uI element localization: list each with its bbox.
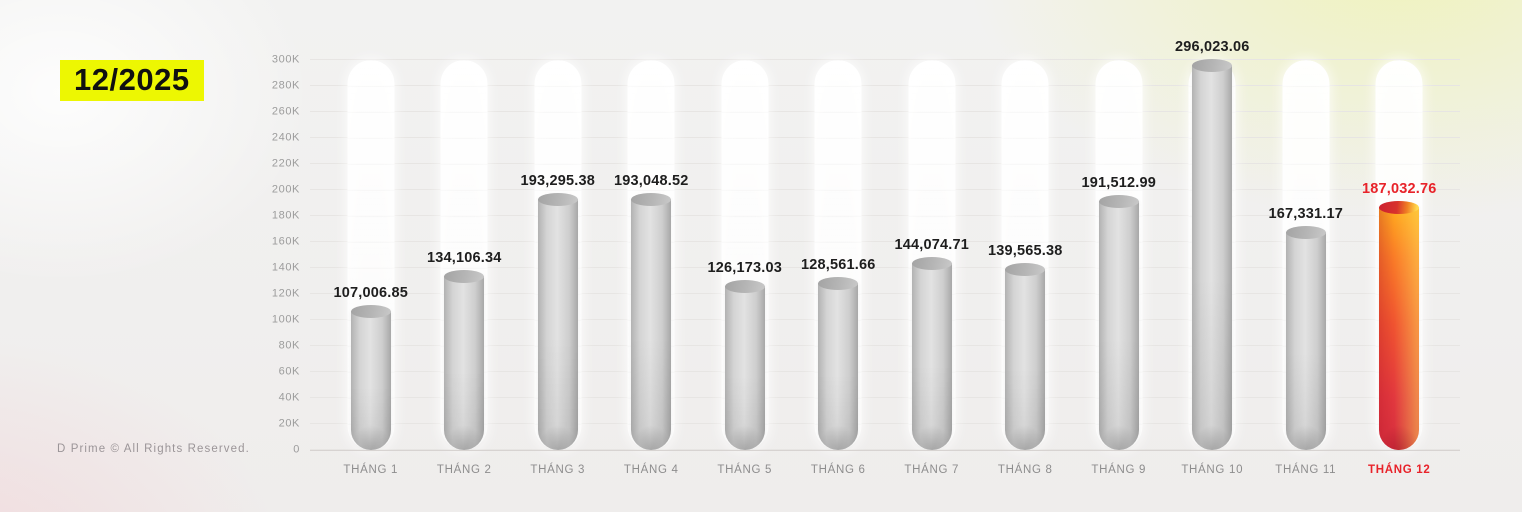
bar-columns: 107,006.85 THÁNG 1 134,106.34 THÁNG 2 19…	[324, 39, 1447, 476]
gridline	[310, 111, 1460, 112]
chart-column: 193,295.38 THÁNG 3	[511, 60, 605, 476]
chart-column: 144,074.71 THÁNG 7	[885, 60, 979, 476]
gridline	[310, 85, 1460, 86]
bar	[911, 256, 952, 451]
value-label: 126,173.03	[707, 259, 783, 276]
value-label: 134,106.34	[426, 249, 502, 266]
month-label: THÁNG 11	[1275, 464, 1337, 476]
month-label: THÁNG 7	[904, 464, 960, 476]
gridline	[310, 189, 1460, 191]
gridline	[310, 397, 1460, 398]
bar	[724, 279, 765, 451]
y-tick-label: 0	[293, 443, 300, 456]
y-tick-label: 200K	[271, 183, 300, 196]
gridline	[310, 293, 1460, 294]
bar	[1192, 59, 1233, 450]
chart-column: 139,565.38 THÁNG 8	[979, 60, 1073, 476]
y-axis: 0 20K 40K 60K 80K 100K 120K 140K 160K 180K 200K 220…	[240, 54, 300, 455]
month-label: THÁNG 1	[343, 464, 399, 476]
bar	[350, 304, 391, 451]
value-label: 296,023.06	[1174, 39, 1250, 56]
y-tick-label: 220K	[271, 157, 300, 170]
month-label: THÁNG 9	[1091, 464, 1147, 476]
y-tick-label: 260K	[271, 105, 300, 118]
gridline	[310, 423, 1460, 424]
value-label: 139,565.38	[987, 242, 1063, 259]
month-label: THÁNG 10	[1181, 464, 1244, 476]
y-tick-label: 140K	[271, 261, 300, 274]
y-tick-label: 300K	[271, 53, 300, 66]
bar	[1005, 262, 1046, 451]
gridline	[310, 449, 1460, 450]
y-tick-label: 60K	[278, 365, 300, 378]
gridline	[310, 59, 1460, 60]
gridline	[310, 319, 1460, 321]
chart-column: 128,561.66 THÁNG 6	[792, 60, 886, 476]
value-label: 167,331.17	[1268, 206, 1344, 223]
chart-column: 193,048.52 THÁNG 4	[605, 60, 699, 476]
chart-column: 126,173.03 THÁNG 5	[698, 60, 792, 476]
y-tick-label: 40K	[278, 391, 300, 404]
y-tick-label: 160K	[271, 235, 300, 248]
month-label: THÁNG 5	[717, 464, 773, 476]
gridline	[310, 371, 1460, 372]
gridline	[310, 345, 1460, 346]
gridline	[310, 137, 1460, 138]
y-tick-label: 240K	[271, 131, 300, 144]
y-tick-label: 100K	[271, 313, 300, 326]
gridline	[310, 241, 1460, 242]
period-badge-text: 12/2025	[74, 62, 190, 97]
gridline	[310, 215, 1460, 216]
value-label: 191,512.99	[1081, 175, 1157, 192]
bar	[1285, 226, 1326, 450]
chart-column: 187,032.76 THÁNG 12	[1353, 60, 1447, 476]
chart-column: 167,331.17 THÁNG 11	[1259, 60, 1353, 476]
value-label: 128,561.66	[800, 256, 876, 273]
x-axis-line	[310, 450, 1460, 451]
y-tick-label: 120K	[271, 287, 300, 300]
month-label: THÁNG 2	[436, 464, 492, 476]
value-label: 144,074.71	[894, 236, 970, 253]
gridline	[310, 163, 1460, 164]
value-label: 193,295.38	[520, 172, 596, 189]
y-tick-label: 180K	[271, 209, 300, 222]
bar	[444, 269, 485, 451]
copyright-text: D Prime © All Rights Reserved.	[57, 443, 250, 455]
period-badge: 12/2025	[60, 60, 204, 101]
month-label: THÁNG 3	[530, 464, 586, 476]
month-label: THÁNG 4	[623, 464, 679, 476]
bar	[1379, 200, 1420, 451]
y-tick-label: 20K	[278, 417, 300, 430]
month-label: THÁNG 6	[810, 464, 866, 476]
y-tick-label: 280K	[271, 79, 300, 92]
chart-column: 191,512.99 THÁNG 9	[1072, 60, 1166, 476]
chart-column: 107,006.85 THÁNG 1	[324, 60, 418, 476]
chart-column: 134,106.34 THÁNG 2	[418, 60, 512, 476]
plot-area: 107,006.85 THÁNG 1 134,106.34 THÁNG 2 19…	[310, 39, 1460, 476]
value-label: 193,048.52	[613, 173, 689, 190]
bar	[1098, 195, 1139, 450]
gridline	[310, 267, 1460, 268]
chart-column: 296,023.06 THÁNG 10	[1166, 39, 1260, 476]
value-label: 107,006.85	[333, 284, 409, 301]
value-label: 187,032.76	[1361, 180, 1437, 197]
bar	[818, 276, 859, 451]
bar	[537, 192, 578, 451]
y-tick-label: 80K	[278, 339, 300, 352]
month-label: THÁNG 12	[1368, 464, 1431, 476]
month-label: THÁNG 8	[997, 464, 1053, 476]
bar	[631, 193, 672, 450]
